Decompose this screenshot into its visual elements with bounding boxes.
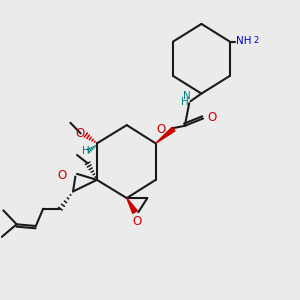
Text: O: O [58, 169, 67, 182]
Text: 2: 2 [253, 36, 258, 45]
Text: NH: NH [236, 35, 251, 46]
Text: O: O [75, 127, 85, 140]
Polygon shape [156, 127, 175, 143]
Text: O: O [132, 215, 141, 229]
Text: N: N [183, 91, 190, 100]
Text: H: H [182, 97, 189, 107]
Text: O: O [207, 111, 216, 124]
Polygon shape [127, 198, 137, 213]
Text: O: O [157, 123, 166, 136]
Text: H: H [82, 146, 90, 156]
